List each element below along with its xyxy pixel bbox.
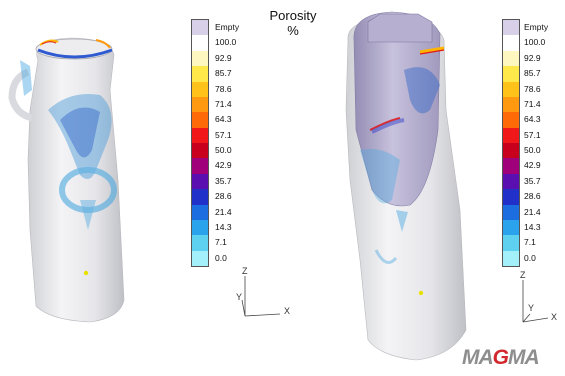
chart-title: Porosity % xyxy=(258,8,328,38)
legend-label: 57.1 xyxy=(524,129,541,140)
legend-swatch xyxy=(192,204,208,220)
legend-label: 28.6 xyxy=(215,191,232,202)
legend-swatch xyxy=(192,173,208,190)
legend-label: 50.0 xyxy=(524,145,541,155)
legend-swatch xyxy=(192,20,208,36)
legend-label: 21.4 xyxy=(215,206,232,217)
axis-y-label-right: Y xyxy=(528,303,535,313)
legend-label: Empty xyxy=(215,22,240,32)
legend-swatch xyxy=(503,81,519,97)
legend-label: 71.4 xyxy=(215,98,232,109)
legend-swatch xyxy=(503,20,519,36)
legend-label: 0.0 xyxy=(215,252,227,263)
legend-label: Empty xyxy=(524,22,549,32)
legend-label: 7.1 xyxy=(215,237,227,248)
legend-label: 64.3 xyxy=(524,114,541,125)
legend-label: 85.7 xyxy=(524,68,541,79)
legend-swatch xyxy=(192,81,208,97)
legend-swatch xyxy=(503,143,519,159)
legend-swatch xyxy=(503,127,519,143)
legend-right xyxy=(502,19,520,267)
legend-label: 92.9 xyxy=(524,52,541,63)
legend-swatch xyxy=(192,50,208,67)
legend-label: 14.3 xyxy=(524,221,541,232)
legend-label: 42.9 xyxy=(524,160,541,171)
legend-swatch xyxy=(503,66,519,82)
legend-swatch xyxy=(192,35,208,51)
legend-swatch xyxy=(192,112,208,128)
right-casting xyxy=(345,11,467,361)
legend-swatch xyxy=(503,204,519,220)
legend-swatch xyxy=(503,112,519,128)
legend-label: 64.3 xyxy=(215,114,232,125)
legend-label: 0.0 xyxy=(524,252,536,263)
legend-label: 78.6 xyxy=(524,83,541,94)
legend-swatch xyxy=(503,158,519,174)
axis-x-label-right: X xyxy=(551,312,558,322)
legend-swatch xyxy=(192,158,208,174)
legend-swatch xyxy=(192,219,208,236)
magma-logo: MAGMA xyxy=(462,346,540,369)
legend-label: 92.9 xyxy=(215,52,232,63)
legend-swatch xyxy=(192,250,208,266)
legend-swatch xyxy=(503,96,519,113)
legend-label: 85.7 xyxy=(215,68,232,79)
axis-x-label-left: X xyxy=(284,306,291,316)
axis-y-label-left: Y xyxy=(236,292,243,302)
legend-swatch xyxy=(192,127,208,143)
legend-swatch xyxy=(192,96,208,113)
legend-swatch xyxy=(192,66,208,82)
legend-label: 100.0 xyxy=(524,37,546,48)
legend-swatch xyxy=(503,219,519,236)
legend-swatch xyxy=(503,235,519,251)
axis-z-label-left: Z xyxy=(242,266,248,276)
title-line-2: % xyxy=(287,23,299,38)
axis-z-label-right: Z xyxy=(520,270,526,280)
legend-label: 57.1 xyxy=(215,129,232,140)
legend-label: 21.4 xyxy=(524,206,541,217)
legend-label: 7.1 xyxy=(524,237,536,248)
axis-triad-right xyxy=(522,280,549,323)
legend-label: 35.7 xyxy=(215,175,232,186)
legend-swatch xyxy=(503,35,519,51)
legend-swatch xyxy=(192,189,208,205)
legend-label: 14.3 xyxy=(215,221,232,232)
axis-triad-left xyxy=(241,276,281,317)
legend-left xyxy=(191,19,209,267)
title-line-1: Porosity xyxy=(269,8,317,23)
legend-label: 100.0 xyxy=(215,37,237,48)
legend-label: 71.4 xyxy=(524,98,541,109)
legend-swatch xyxy=(503,173,519,190)
legend-swatch xyxy=(192,143,208,159)
legend-label: 35.7 xyxy=(524,175,541,186)
legend-label: 28.6 xyxy=(524,191,541,202)
legend-label: 50.0 xyxy=(215,145,232,155)
legend-label: 78.6 xyxy=(215,83,232,94)
legend-swatch xyxy=(192,235,208,251)
legend-swatch xyxy=(503,250,519,266)
legend-label: 42.9 xyxy=(215,160,232,171)
legend-swatch xyxy=(503,50,519,67)
legend-swatch xyxy=(503,189,519,205)
left-casting xyxy=(8,37,125,323)
